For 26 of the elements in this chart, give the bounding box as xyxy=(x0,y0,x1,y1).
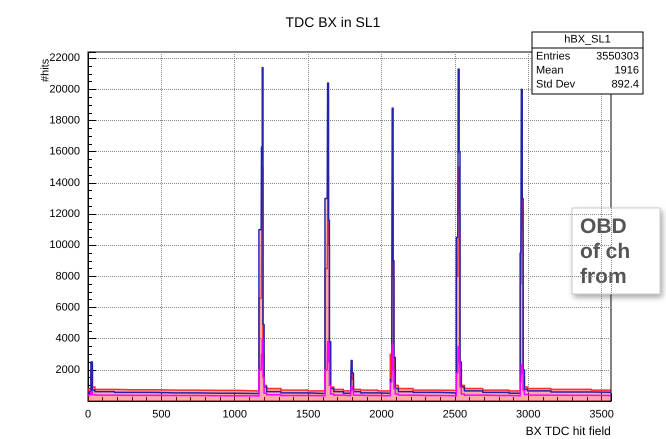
x-tick-label: 500 xyxy=(152,408,171,420)
text: hBX_SL1 xyxy=(564,34,611,46)
x-tick-label: 1000 xyxy=(222,408,247,420)
text: Std Dev 892.4 xyxy=(536,78,639,90)
x-tick-label: 3500 xyxy=(589,408,614,420)
y-tick-label: 2000 xyxy=(56,364,80,376)
text: Mean 1916 xyxy=(536,64,639,76)
x-tick-label: 2500 xyxy=(442,408,468,420)
y-tick-label: 12000 xyxy=(49,208,80,220)
y-axis-title: #hits xyxy=(40,58,52,82)
x-tick-label: 0 xyxy=(84,408,92,420)
y-tick-label: 18000 xyxy=(49,114,80,127)
y-tick-label: 8000 xyxy=(56,270,80,282)
y-tick-label: 16000 xyxy=(49,146,80,158)
x-tick-label: 2000 xyxy=(369,408,394,420)
y-tick-label: 6000 xyxy=(56,302,80,314)
x-tick-label: 3000 xyxy=(516,408,540,420)
x-tick-label: 1500 xyxy=(296,408,320,420)
text: Entries 3550303 xyxy=(536,50,639,62)
y-tick-label: 20000 xyxy=(49,83,80,96)
chart-title: TDC BX in SL1 xyxy=(286,14,381,30)
y-tick-label: 4000 xyxy=(56,332,80,345)
y-tick-label: 14000 xyxy=(49,176,80,189)
x-axis-title: BX TDC hit field xyxy=(526,424,611,438)
y-tick-label: 22000 xyxy=(49,52,80,64)
y-tick-label: 10000 xyxy=(49,239,80,252)
